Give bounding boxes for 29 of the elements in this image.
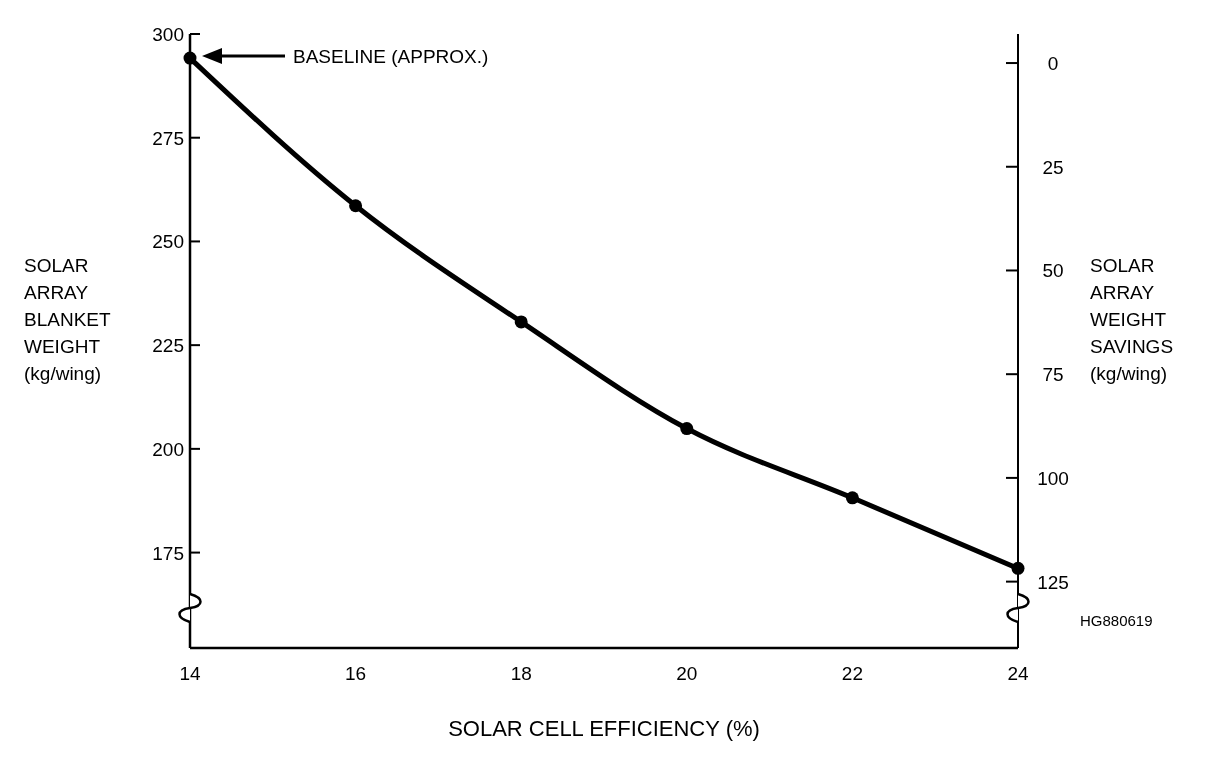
- y2-tick-label: 25: [1042, 156, 1064, 178]
- point: [514, 315, 528, 329]
- point: [680, 422, 694, 436]
- text: HG880619: [1080, 612, 1153, 629]
- y-tick-label: 250: [152, 231, 184, 253]
- x-tick-label: 16: [345, 663, 367, 684]
- x-tick-label: 18: [510, 663, 532, 684]
- x-axis-title: SOLAR CELL EFFICIENCY (%): [448, 716, 760, 741]
- y-tick-label: 200: [152, 438, 184, 460]
- y-tick-label: 300: [152, 24, 184, 45]
- x-tick-label: 14: [179, 663, 201, 684]
- y2-tick-label: 100: [1037, 467, 1069, 489]
- point: [183, 51, 197, 65]
- point: [349, 199, 363, 213]
- x-tick-label: 22: [841, 663, 863, 684]
- y2-axis-title: SOLAR ARRAY WEIGHT SAVINGS (kg/wing): [1090, 255, 1174, 384]
- y2-tick-label: 50: [1042, 260, 1064, 282]
- y-tick-label: 175: [152, 542, 184, 564]
- y2-tick-label: 75: [1042, 364, 1064, 386]
- x-tick-label: 20: [676, 663, 698, 684]
- x-tick-label: 24: [1007, 663, 1029, 684]
- point: [845, 491, 859, 505]
- annotation: BASELINE (APPROX.): [293, 46, 489, 68]
- y2-tick-label: 125: [1037, 571, 1069, 593]
- y-axis-title: SOLAR ARRAY BLANKET WEIGHT (kg/wing): [24, 255, 111, 384]
- point: [1011, 561, 1025, 575]
- y2-tick-label: 0: [1047, 53, 1059, 75]
- y-tick-label: 275: [152, 127, 184, 149]
- y-tick-label: 225: [152, 335, 184, 357]
